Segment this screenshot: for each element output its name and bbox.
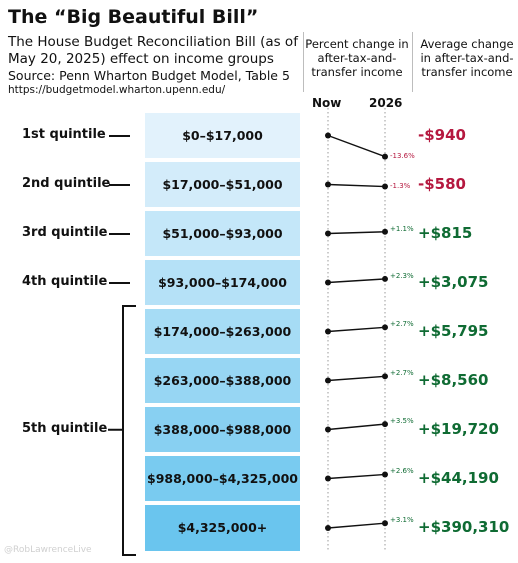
- point-now: [325, 279, 331, 286]
- percent-change-label: +1.1%: [390, 224, 414, 233]
- quintile-bracket: [122, 305, 136, 556]
- point-now: [325, 181, 331, 188]
- quintile-label: 1st quintile: [22, 126, 106, 142]
- slope-line: [327, 231, 386, 235]
- point-now: [325, 328, 331, 335]
- percent-change-label: +2.7%: [390, 369, 414, 378]
- credit-watermark: @RobLawrenceLive: [4, 545, 92, 555]
- average-change-value: +$8,560: [418, 370, 489, 389]
- slope-line: [327, 375, 386, 382]
- average-change-value: +$3,075: [418, 272, 489, 291]
- point-2026: [382, 275, 388, 282]
- slope-line: [327, 134, 386, 158]
- quintile-label: 5th quintile: [22, 420, 108, 436]
- point-now: [325, 426, 331, 433]
- point-now: [325, 132, 331, 139]
- x-label-2026: 2026: [369, 96, 403, 110]
- income-range-band: $17,000–$51,000: [145, 162, 300, 207]
- slope-line: [327, 522, 386, 529]
- quintile-connector: [109, 232, 130, 235]
- quintile-connector: [109, 134, 130, 137]
- average-change-value: +$815: [418, 223, 473, 242]
- x-label-now: Now: [312, 96, 342, 110]
- point-2026: [382, 153, 388, 160]
- percent-change-label: -1.3%: [390, 181, 411, 190]
- point-now: [325, 377, 331, 384]
- point-2026: [382, 373, 388, 380]
- chart-source: Source: Penn Wharton Budget Model, Table…: [8, 68, 290, 83]
- percent-change-label: -13.6%: [390, 151, 415, 160]
- slope-line: [327, 326, 386, 333]
- point-2026: [382, 183, 388, 190]
- income-range-band: $263,000–$388,000: [145, 358, 300, 403]
- point-2026: [382, 471, 388, 478]
- quintile-label: 2nd quintile: [22, 175, 111, 191]
- point-2026: [382, 421, 388, 428]
- average-change-header: Average change in after-tax-and- transfe…: [420, 37, 514, 79]
- average-change-value: -$940: [418, 125, 466, 144]
- quintile-label: 3rd quintile: [22, 224, 108, 240]
- percent-change-label: +3.1%: [390, 516, 414, 525]
- percent-change-label: +2.3%: [390, 271, 414, 280]
- income-range-band: $174,000–$263,000: [145, 309, 300, 354]
- percent-change-header: Percent change in after-tax-and- transfe…: [305, 37, 409, 79]
- point-2026: [382, 228, 388, 235]
- percent-change-label: +2.7%: [390, 320, 414, 329]
- quintile-label: 4th quintile: [22, 273, 108, 289]
- income-range-band: $4,325,000+: [145, 505, 300, 551]
- percent-change-label: +2.6%: [390, 467, 414, 476]
- average-change-value: +$19,720: [418, 419, 499, 438]
- percent-change-label: +3.5%: [390, 417, 414, 426]
- point-now: [325, 230, 331, 237]
- income-range-band: $988,000–$4,325,000: [145, 456, 300, 501]
- chart-title: The “Big Beautiful Bill”: [8, 6, 259, 28]
- income-range-band: $93,000–$174,000: [145, 260, 300, 305]
- quintile-connector: [109, 183, 130, 186]
- slope-line: [327, 183, 386, 188]
- income-range-band: $0–$17,000: [145, 113, 300, 158]
- average-change-value: +$390,310: [418, 518, 510, 536]
- slope-line: [327, 423, 386, 431]
- point-now: [325, 525, 331, 531]
- average-change-value: +$5,795: [418, 321, 489, 340]
- source-url: https://budgetmodel.wharton.upenn.edu/: [8, 84, 226, 96]
- income-range-band: $51,000–$93,000: [145, 211, 300, 256]
- chart-subtitle-line1: The House Budget Reconciliation Bill (as…: [8, 34, 298, 50]
- income-range-band: $388,000–$988,000: [145, 407, 300, 452]
- point-now: [325, 475, 331, 482]
- average-change-value: +$44,190: [418, 468, 499, 487]
- slope-line: [327, 473, 386, 480]
- header-divider-right: [412, 32, 413, 92]
- point-2026: [382, 520, 388, 527]
- point-2026: [382, 324, 388, 331]
- header-divider-left: [303, 32, 304, 92]
- chart-subtitle-line2: May 20, 2025) effect on income groups: [8, 51, 274, 67]
- quintile-connector: [109, 281, 130, 284]
- slope-line: [327, 278, 386, 284]
- average-change-value: -$580: [418, 174, 466, 193]
